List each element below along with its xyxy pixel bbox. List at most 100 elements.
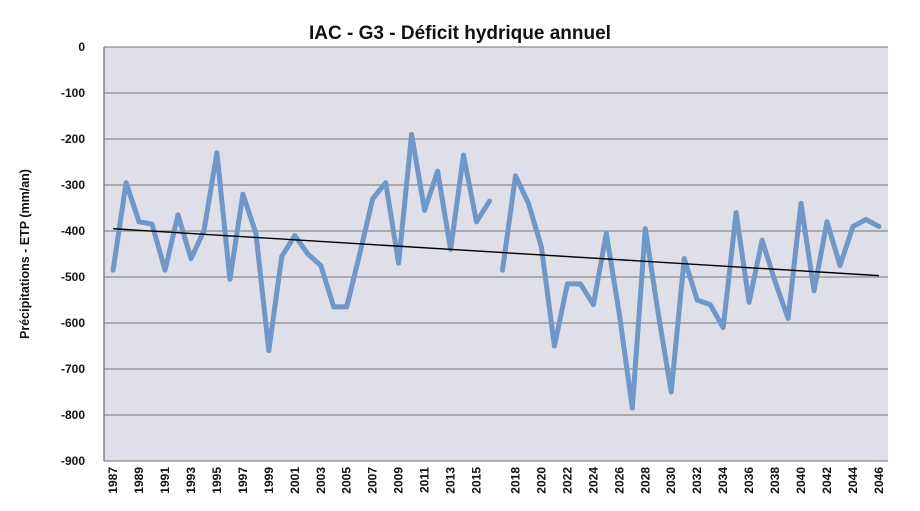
x-tick-label: 2015 bbox=[470, 467, 484, 494]
data-point bbox=[487, 198, 492, 204]
y-tick-label: -300 bbox=[61, 178, 85, 192]
y-tick-label: -700 bbox=[61, 362, 85, 376]
x-tick-label: 2042 bbox=[820, 467, 834, 494]
data-point bbox=[253, 230, 259, 236]
data-point bbox=[746, 299, 752, 305]
x-tick-label: 2009 bbox=[392, 467, 406, 494]
data-point bbox=[214, 150, 220, 156]
series-line-2 bbox=[500, 173, 882, 411]
x-tick-label: 2013 bbox=[444, 467, 458, 494]
data-point bbox=[318, 263, 324, 268]
data-point bbox=[642, 226, 648, 232]
data-point bbox=[863, 217, 869, 222]
data-point bbox=[461, 152, 466, 158]
x-tick-label: 1991 bbox=[158, 467, 172, 494]
data-point bbox=[123, 180, 129, 186]
x-tick-label: 2034 bbox=[716, 467, 730, 494]
y-tick-label: 0 bbox=[78, 40, 85, 54]
data-point bbox=[266, 348, 272, 353]
data-point bbox=[344, 304, 350, 310]
series-line-1 bbox=[110, 131, 492, 354]
trend-layer bbox=[113, 228, 879, 277]
x-tick-label: 1999 bbox=[262, 467, 276, 494]
data-point bbox=[357, 251, 363, 257]
data-point bbox=[590, 302, 596, 307]
x-tick-label: 2020 bbox=[534, 467, 548, 494]
data-point bbox=[396, 260, 402, 266]
y-tick-label: -400 bbox=[61, 224, 85, 238]
x-tick-label: 2032 bbox=[690, 467, 704, 494]
data-point bbox=[279, 253, 285, 259]
plot-area bbox=[104, 47, 888, 461]
data-point bbox=[370, 196, 376, 202]
x-tick-label: 2018 bbox=[508, 467, 522, 494]
x-tick-label: 2005 bbox=[340, 467, 354, 494]
data-point bbox=[733, 210, 739, 216]
data-point bbox=[409, 132, 415, 137]
x-tick-label: 1995 bbox=[210, 467, 224, 494]
data-point bbox=[201, 228, 207, 234]
x-tick-label: 2011 bbox=[418, 467, 432, 493]
data-point bbox=[422, 207, 428, 213]
data-point bbox=[383, 180, 389, 186]
x-tick-label: 1989 bbox=[132, 467, 146, 494]
data-point bbox=[526, 201, 531, 206]
x-tick-label: 2001 bbox=[288, 467, 302, 494]
x-tick-label: 1987 bbox=[106, 467, 120, 494]
data-point bbox=[513, 173, 518, 179]
data-point bbox=[564, 281, 570, 287]
y-tick-label: -100 bbox=[61, 86, 85, 100]
data-point bbox=[655, 311, 661, 317]
data-point bbox=[824, 219, 830, 225]
x-tick-label: 2007 bbox=[366, 467, 380, 494]
data-point bbox=[500, 267, 505, 273]
data-point bbox=[136, 219, 142, 225]
x-tick-label: 2040 bbox=[794, 467, 808, 494]
data-point bbox=[110, 267, 116, 273]
trend-line bbox=[113, 228, 879, 277]
x-tick-label: 2028 bbox=[638, 467, 652, 494]
data-point bbox=[331, 304, 337, 310]
y-tick-label: -200 bbox=[61, 132, 85, 146]
data-point bbox=[772, 279, 778, 284]
series-layer bbox=[110, 131, 882, 411]
data-point bbox=[149, 221, 155, 227]
data-point bbox=[305, 251, 311, 257]
data-point bbox=[759, 237, 765, 243]
y-tick-label: -800 bbox=[61, 408, 85, 422]
data-point bbox=[539, 244, 544, 250]
data-point bbox=[603, 230, 609, 236]
y-tick-label: -500 bbox=[61, 270, 85, 284]
data-point bbox=[292, 233, 298, 239]
y-axis-title: Précipitations - ETP (mm/an) bbox=[18, 169, 32, 339]
data-point bbox=[707, 302, 713, 307]
data-point bbox=[876, 224, 882, 229]
data-point bbox=[720, 325, 726, 330]
y-tick-label: -600 bbox=[61, 316, 85, 330]
x-tick-label: 2030 bbox=[664, 467, 678, 494]
data-point bbox=[162, 267, 168, 273]
data-point bbox=[227, 276, 233, 282]
data-point bbox=[837, 263, 843, 268]
data-point bbox=[629, 405, 635, 411]
data-point bbox=[552, 343, 557, 349]
grid-layer bbox=[103, 46, 888, 462]
x-tick-label: 2026 bbox=[612, 467, 626, 494]
x-tick-labels: 1987 1989 1991 1993 1995 1997 1999 2001 2003 2005… bbox=[106, 467, 886, 494]
chart-title: IAC - G3 - Déficit hydrique annuel bbox=[309, 23, 611, 44]
x-tick-label: 1997 bbox=[236, 467, 250, 494]
data-point bbox=[811, 288, 817, 294]
data-point bbox=[681, 256, 687, 261]
x-tick-label: 2022 bbox=[560, 467, 574, 494]
data-point bbox=[798, 201, 804, 206]
data-point bbox=[474, 219, 479, 225]
data-point bbox=[694, 297, 700, 303]
x-tick-label: 2036 bbox=[742, 467, 756, 494]
x-tick-label: 2024 bbox=[586, 467, 600, 494]
y-tick-labels: 0 -100 -200 -300 -400 -500 -600 -700 -800 -900 bbox=[61, 40, 85, 468]
x-tick-label: 1993 bbox=[184, 467, 198, 494]
x-tick-label: 2046 bbox=[872, 467, 886, 494]
y-tick-label: -900 bbox=[61, 454, 85, 468]
data-point bbox=[616, 311, 622, 317]
